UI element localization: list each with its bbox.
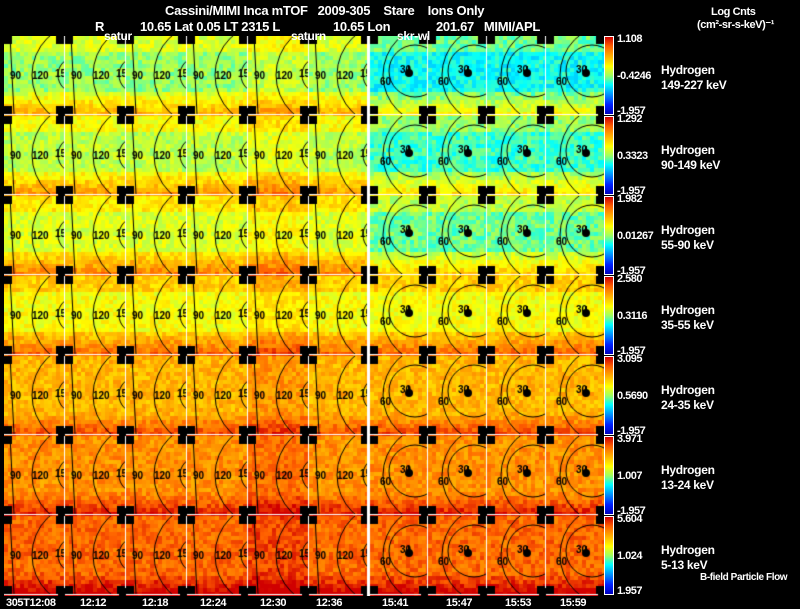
- channel-energy: 149-227 keV: [661, 78, 727, 92]
- channel-energy: 5-13 keV: [661, 558, 708, 572]
- ena-image-panels: [4, 36, 604, 596]
- colorbar-mid: 1.007: [617, 470, 643, 482]
- lon-value: 201.67 MIMI/APL: [436, 19, 540, 34]
- lon-label: 10.65 Lon: [333, 19, 391, 34]
- time-label: 15:59: [560, 597, 587, 609]
- channel-energy: 90-149 keV: [661, 158, 721, 172]
- colorbar-max: 1.982: [617, 193, 643, 205]
- colorbar: [604, 516, 614, 595]
- channel-energy: 55-90 keV: [661, 238, 714, 252]
- colorbar-mid: 0.01267: [617, 230, 654, 242]
- image-grid: [4, 36, 604, 596]
- colorbar: [604, 436, 614, 515]
- colorbar: [604, 276, 614, 355]
- time-label: 12:36: [316, 597, 343, 609]
- colorbar-min: -1.957: [617, 105, 646, 117]
- colorbar-max: 3.971: [617, 433, 643, 445]
- time-label: 12:12: [80, 597, 107, 609]
- colorbar-mid: 0.3116: [617, 310, 648, 322]
- skr-label: skr-wl: [397, 29, 430, 43]
- time-label: 305T12:08: [6, 597, 56, 609]
- colorbar-max: 2.580: [617, 273, 643, 285]
- units-formula: (cm²-sr-s-keV)⁻¹: [697, 19, 775, 31]
- time-label: 12:30: [260, 597, 287, 609]
- colorbar-max: 3.095: [617, 353, 643, 365]
- r-label: R: [95, 19, 105, 34]
- colorbar-max: 5.604: [617, 513, 643, 525]
- colorbar-mid: -0.4246: [617, 70, 651, 82]
- channel-species: Hydrogen: [661, 143, 715, 157]
- colorbar: [604, 356, 614, 435]
- channel-species: Hydrogen: [661, 383, 715, 397]
- channel-species: Hydrogen: [661, 303, 715, 317]
- colorbar-mid: 0.5690: [617, 390, 648, 402]
- units-label: Log Cnts: [711, 6, 756, 18]
- colorbar-min: -1.957: [617, 425, 646, 437]
- time-label: 15:47: [446, 597, 473, 609]
- colorbar: [604, 116, 614, 195]
- colorbar-min: -1.957: [617, 505, 646, 517]
- channel-energy: 35-55 keV: [661, 318, 714, 332]
- channel-species: Hydrogen: [661, 463, 715, 477]
- channel-species: Hydrogen: [661, 63, 715, 77]
- colorbar-mid: 0.3323: [617, 150, 648, 162]
- channel-energy: 24-35 keV: [661, 398, 714, 412]
- colorbar-max: 1.292: [617, 113, 643, 125]
- channel-energy: 13-24 keV: [661, 478, 714, 492]
- colorbar-mid: 1.024: [617, 550, 643, 562]
- footer-note: B-field Particle Flow: [700, 572, 788, 583]
- saturn-label-1: satur: [104, 29, 132, 43]
- position-readout: 10.65 Lat 0.05 LT 2315 L: [140, 19, 280, 34]
- colorbar-min: -1.957: [617, 185, 646, 197]
- time-label: 15:53: [505, 597, 532, 609]
- saturn-label-2: saturn: [291, 29, 326, 43]
- channel-species: Hydrogen: [661, 543, 715, 557]
- colorbar: [604, 196, 614, 275]
- plot-title: Cassini/MIMI Inca mTOF 2009-305 Stare Io…: [165, 3, 485, 18]
- channel-species: Hydrogen: [661, 223, 715, 237]
- time-label: 12:18: [142, 597, 169, 609]
- colorbar-min: 1.957: [617, 585, 643, 597]
- colorbar: [604, 36, 614, 115]
- colorbar-min: -1.957: [617, 345, 646, 357]
- time-label: 15:41: [382, 597, 409, 609]
- colorbar-min: -1.957: [617, 265, 646, 277]
- time-label: 12:24: [200, 597, 227, 609]
- colorbar-max: 1.108: [617, 33, 643, 45]
